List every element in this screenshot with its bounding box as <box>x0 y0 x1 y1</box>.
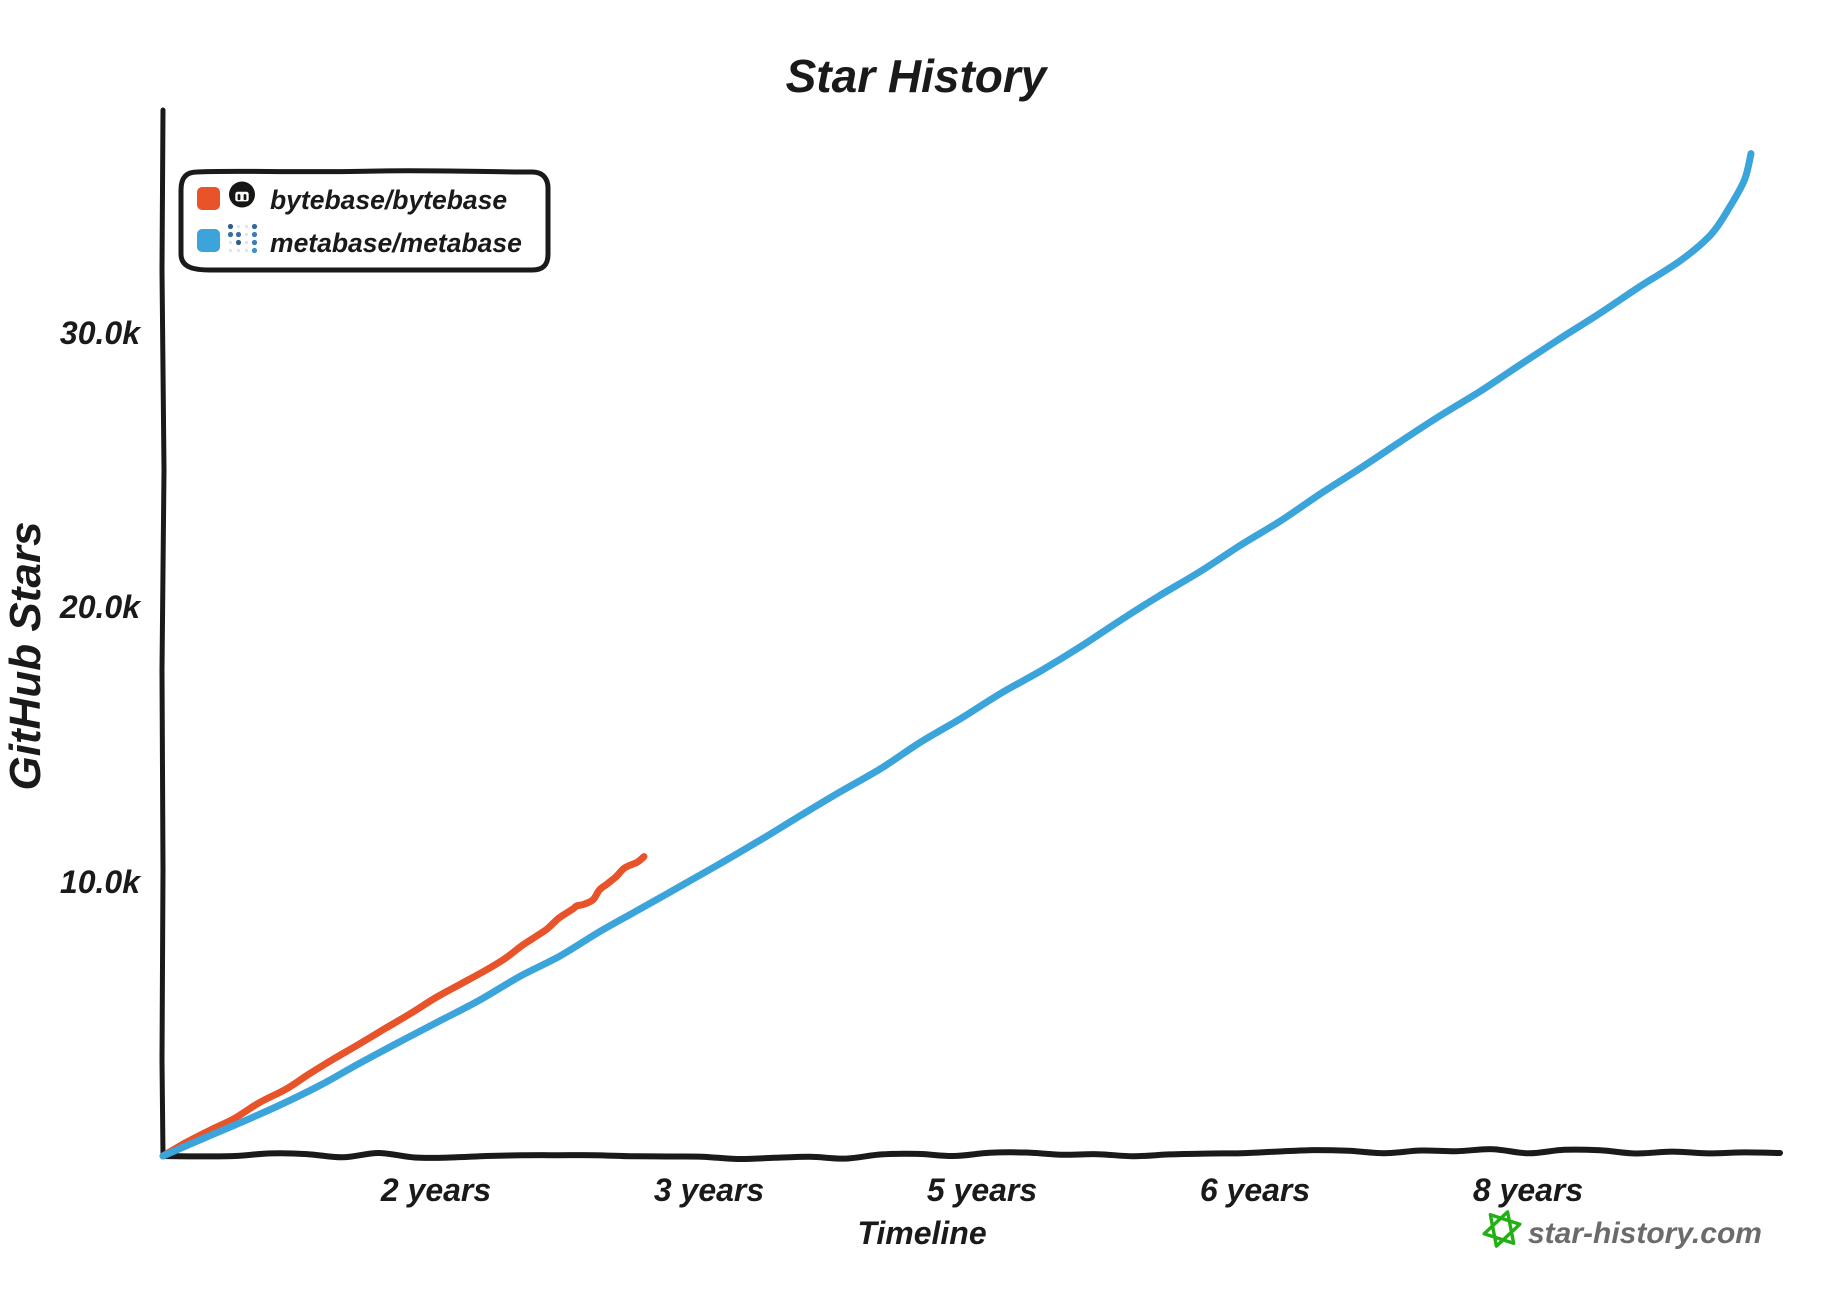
svg-text:10.0k: 10.0k <box>60 864 142 900</box>
svg-text:8 years: 8 years <box>1473 1172 1583 1208</box>
svg-text:20.0k: 20.0k <box>59 589 142 625</box>
svg-text:metabase/metabase: metabase/metabase <box>270 228 522 258</box>
svg-text:3 years: 3 years <box>654 1172 764 1208</box>
svg-text:Timeline: Timeline <box>857 1215 986 1251</box>
svg-text:star-history.com: star-history.com <box>1528 1217 1762 1250</box>
svg-text:bytebase/bytebase: bytebase/bytebase <box>270 185 507 215</box>
svg-text:Star History: Star History <box>786 50 1049 102</box>
svg-text:5 years: 5 years <box>927 1172 1037 1208</box>
svg-text:30.0k: 30.0k <box>60 315 142 351</box>
svg-text:GitHub Stars: GitHub Stars <box>1 522 50 791</box>
svg-text:2 years: 2 years <box>380 1172 491 1208</box>
svg-text:6 years: 6 years <box>1200 1172 1310 1208</box>
